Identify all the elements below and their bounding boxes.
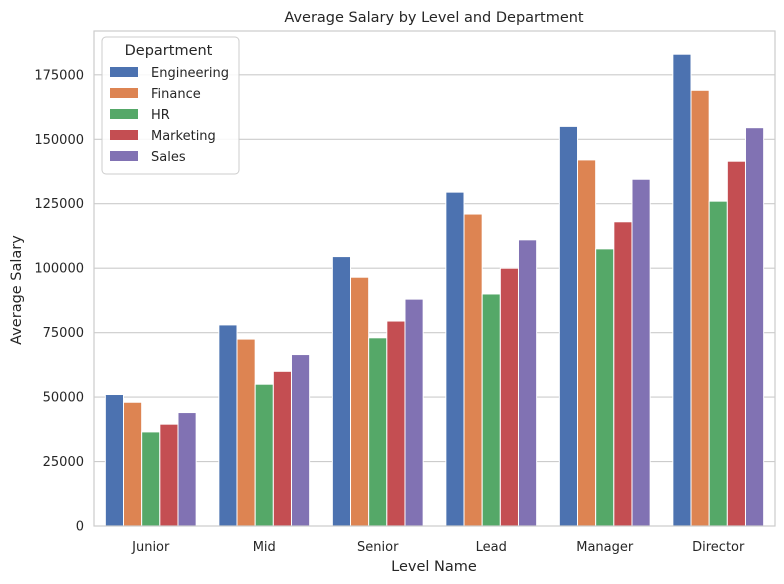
bar-sales-manager xyxy=(631,178,651,527)
bar-marketing-lead xyxy=(499,267,519,527)
chart-title: Average Salary by Level and Department xyxy=(284,10,584,26)
x-tick-label: Director xyxy=(692,540,745,555)
bar-marketing-senior xyxy=(386,320,406,527)
bar-engineering-lead xyxy=(445,191,465,527)
legend-label-finance: Finance xyxy=(151,87,201,102)
bar-finance-junior xyxy=(123,401,143,527)
y-tick-label: 175000 xyxy=(34,68,84,83)
bar-marketing-director xyxy=(726,160,746,527)
x-tick-label: Junior xyxy=(131,540,170,555)
bar-hr-manager xyxy=(595,248,615,527)
bar-hr-director xyxy=(708,200,728,527)
y-tick-label: 100000 xyxy=(34,262,84,277)
legend-swatch-finance xyxy=(110,88,138,98)
bar-sales-junior xyxy=(177,412,197,527)
legend-label-engineering: Engineering xyxy=(151,66,229,81)
x-tick-label: Lead xyxy=(476,540,507,555)
bars xyxy=(104,53,765,527)
y-tick-label: 0 xyxy=(76,520,84,535)
bar-hr-junior xyxy=(141,431,161,527)
bar-engineering-mid xyxy=(218,324,238,527)
bar-marketing-junior xyxy=(159,423,179,527)
bar-marketing-mid xyxy=(272,370,292,527)
bar-engineering-manager xyxy=(558,125,579,527)
legend-label-hr: HR xyxy=(151,108,170,123)
bar-finance-mid xyxy=(236,338,256,527)
y-tick-label: 75000 xyxy=(43,326,84,341)
legend-swatch-hr xyxy=(110,109,138,119)
bar-finance-lead xyxy=(463,213,483,527)
bar-engineering-junior xyxy=(104,394,125,527)
bar-hr-mid xyxy=(254,383,274,527)
y-tick-label: 25000 xyxy=(43,455,84,470)
bar-sales-director xyxy=(744,127,765,527)
legend-label-sales: Sales xyxy=(151,150,186,165)
legend-swatch-marketing xyxy=(110,130,138,140)
bar-finance-senior xyxy=(350,276,370,527)
bar-engineering-senior xyxy=(331,256,352,527)
bar-finance-manager xyxy=(577,159,597,527)
legend: Department Engineering Finance HR Marketing S… xyxy=(101,36,240,175)
x-tick-label: Mid xyxy=(253,540,276,555)
bar-engineering-director xyxy=(672,53,692,527)
x-axis-title: Level Name xyxy=(391,559,477,575)
legend-title: Department xyxy=(125,43,213,59)
y-tick-label: 150000 xyxy=(34,133,84,148)
plot-frame xyxy=(93,30,776,527)
bar-sales-lead xyxy=(517,239,538,527)
y-axis-ticks: 0 25000 50000 75000 100000 125000 150000 175000 xyxy=(34,68,84,534)
y-tick-label: 50000 xyxy=(43,391,84,406)
x-tick-label: Manager xyxy=(576,540,634,555)
x-tick-label: Senior xyxy=(357,540,399,555)
bar-hr-lead xyxy=(481,293,501,527)
y-axis-title: Average Salary xyxy=(9,235,25,345)
bar-sales-senior xyxy=(404,298,424,527)
legend-label-marketing: Marketing xyxy=(151,129,216,144)
legend-swatch-sales xyxy=(110,151,138,161)
bar-hr-senior xyxy=(368,337,388,527)
bar-sales-mid xyxy=(290,354,311,527)
x-axis-ticks: Junior Mid Senior Lead Manager Director xyxy=(131,540,745,555)
legend-swatch-engineering xyxy=(110,67,138,77)
bar-finance-director xyxy=(690,89,710,527)
y-tick-label: 125000 xyxy=(34,197,84,212)
bar-marketing-manager xyxy=(613,221,633,527)
